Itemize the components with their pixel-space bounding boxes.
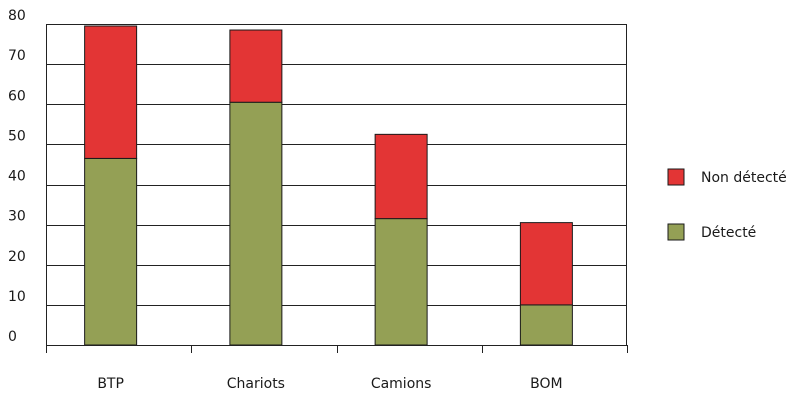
bar-camions-non-detecte (374, 133, 428, 220)
x-tick-label-btp: BTP (97, 376, 124, 392)
x-tick-labels: BTP Chariots Camions BOM (97, 376, 562, 392)
legend: Non détecté Détecté (667, 168, 787, 241)
legend-swatch-non-detecte (667, 168, 685, 186)
y-tick-label-20: 20 (8, 249, 26, 265)
y-tick-label-30: 30 (8, 209, 26, 225)
legend-swatch-detecte (667, 223, 685, 241)
y-tick-label-10: 10 (8, 289, 26, 305)
legend-label-detecte: Détecté (701, 225, 756, 241)
bar-bom-non-detecte (519, 222, 573, 306)
bar-btp-non-detecte (84, 25, 138, 159)
axes (46, 24, 628, 353)
y-tick-label-0: 0 (8, 329, 17, 345)
bar-bom-detecte (519, 304, 573, 346)
bar-chariots-detecte (229, 101, 283, 346)
y-tick-label-80: 80 (8, 8, 26, 24)
y-tick-labels: 0 10 20 30 40 50 60 70 80 (8, 8, 26, 345)
bars (84, 25, 573, 346)
y-tick-label-40: 40 (8, 169, 26, 185)
bar-chariots-non-detecte (229, 29, 283, 103)
x-tick-label-camions: Camions (371, 376, 432, 392)
y-tick-label-60: 60 (8, 88, 26, 104)
gridlines (46, 24, 627, 306)
legend-label-non-detecte: Non détecté (701, 170, 787, 186)
x-tick-label-chariots: Chariots (227, 376, 285, 392)
y-tick-label-70: 70 (8, 48, 26, 64)
x-tick-label-bom: BOM (530, 376, 562, 392)
bar-btp-detecte (84, 157, 138, 346)
bar-camions-detecte (374, 218, 428, 346)
y-tick-label-50: 50 (8, 128, 26, 144)
